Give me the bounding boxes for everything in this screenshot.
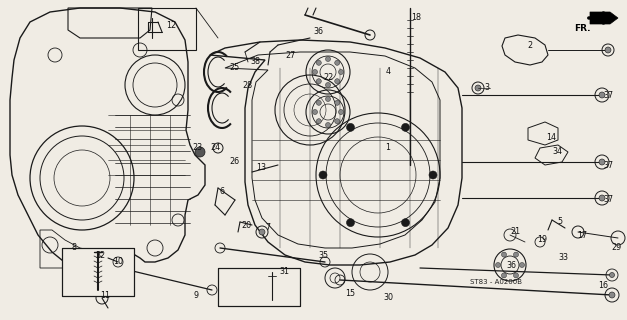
Text: 19: 19 bbox=[537, 236, 547, 244]
Circle shape bbox=[514, 252, 519, 257]
Text: 26: 26 bbox=[229, 157, 239, 166]
Text: 18: 18 bbox=[411, 13, 421, 22]
Circle shape bbox=[347, 124, 354, 132]
Circle shape bbox=[339, 69, 344, 75]
Circle shape bbox=[195, 147, 205, 157]
Text: 33: 33 bbox=[558, 253, 568, 262]
Polygon shape bbox=[590, 12, 618, 24]
Text: 8: 8 bbox=[71, 244, 76, 252]
Text: 5: 5 bbox=[557, 218, 562, 227]
Text: 20: 20 bbox=[241, 220, 251, 229]
Circle shape bbox=[316, 119, 321, 124]
Text: 1: 1 bbox=[386, 143, 391, 153]
Bar bbox=[62, 248, 134, 296]
Circle shape bbox=[325, 57, 330, 61]
Text: 10: 10 bbox=[113, 258, 123, 267]
Text: 38: 38 bbox=[250, 58, 260, 67]
Text: 9: 9 bbox=[194, 291, 199, 300]
Circle shape bbox=[335, 119, 340, 124]
Text: 37: 37 bbox=[603, 196, 613, 204]
Text: 13: 13 bbox=[256, 164, 266, 172]
Text: 37: 37 bbox=[603, 91, 613, 100]
Text: 24: 24 bbox=[210, 143, 220, 153]
Circle shape bbox=[520, 262, 525, 268]
Circle shape bbox=[335, 79, 340, 84]
Circle shape bbox=[325, 83, 330, 87]
Circle shape bbox=[259, 229, 265, 235]
Circle shape bbox=[335, 100, 340, 105]
Circle shape bbox=[347, 219, 354, 227]
Text: 12: 12 bbox=[166, 20, 176, 29]
Text: 22: 22 bbox=[323, 74, 333, 83]
Circle shape bbox=[316, 100, 321, 105]
Circle shape bbox=[475, 85, 481, 91]
Circle shape bbox=[312, 109, 317, 115]
Circle shape bbox=[316, 79, 321, 84]
Text: 6: 6 bbox=[219, 188, 224, 196]
Text: 36: 36 bbox=[506, 260, 516, 269]
Text: 32: 32 bbox=[95, 251, 105, 260]
Circle shape bbox=[609, 292, 615, 298]
Text: ST83 - A0200B: ST83 - A0200B bbox=[470, 279, 522, 285]
Circle shape bbox=[401, 219, 409, 227]
Text: 37: 37 bbox=[603, 161, 613, 170]
Circle shape bbox=[502, 273, 507, 278]
Circle shape bbox=[325, 123, 330, 127]
Circle shape bbox=[316, 60, 321, 65]
Text: 23: 23 bbox=[192, 143, 202, 153]
Circle shape bbox=[429, 171, 437, 179]
Circle shape bbox=[339, 109, 344, 115]
Text: 28: 28 bbox=[242, 81, 252, 90]
Text: 31: 31 bbox=[279, 268, 289, 276]
Text: 14: 14 bbox=[546, 133, 556, 142]
Bar bbox=[218, 268, 300, 306]
Circle shape bbox=[495, 262, 500, 268]
Text: 17: 17 bbox=[577, 230, 587, 239]
Text: 11: 11 bbox=[100, 292, 110, 300]
Text: 4: 4 bbox=[386, 68, 391, 76]
Text: 2: 2 bbox=[527, 41, 532, 50]
Bar bbox=[62, 248, 134, 296]
Bar bbox=[138, 8, 196, 50]
Circle shape bbox=[605, 47, 611, 53]
Circle shape bbox=[319, 171, 327, 179]
Text: 21: 21 bbox=[510, 228, 520, 236]
Circle shape bbox=[312, 69, 317, 75]
Circle shape bbox=[599, 195, 605, 201]
Text: 29: 29 bbox=[611, 244, 621, 252]
Text: 27: 27 bbox=[285, 51, 295, 60]
Circle shape bbox=[599, 92, 605, 98]
Text: 16: 16 bbox=[598, 281, 608, 290]
Circle shape bbox=[599, 159, 605, 165]
Text: 25: 25 bbox=[229, 63, 239, 73]
Circle shape bbox=[401, 124, 409, 132]
Text: 35: 35 bbox=[318, 251, 328, 260]
Text: 30: 30 bbox=[383, 293, 393, 302]
Circle shape bbox=[514, 273, 519, 278]
Bar bbox=[218, 268, 300, 306]
Circle shape bbox=[609, 273, 614, 277]
Circle shape bbox=[325, 97, 330, 101]
Circle shape bbox=[335, 60, 340, 65]
Text: 3: 3 bbox=[485, 84, 490, 92]
Text: 7: 7 bbox=[265, 223, 271, 233]
Text: FR.: FR. bbox=[574, 24, 591, 33]
Text: 15: 15 bbox=[345, 289, 355, 298]
Text: 36: 36 bbox=[313, 28, 323, 36]
Circle shape bbox=[502, 252, 507, 257]
Text: 34: 34 bbox=[552, 148, 562, 156]
